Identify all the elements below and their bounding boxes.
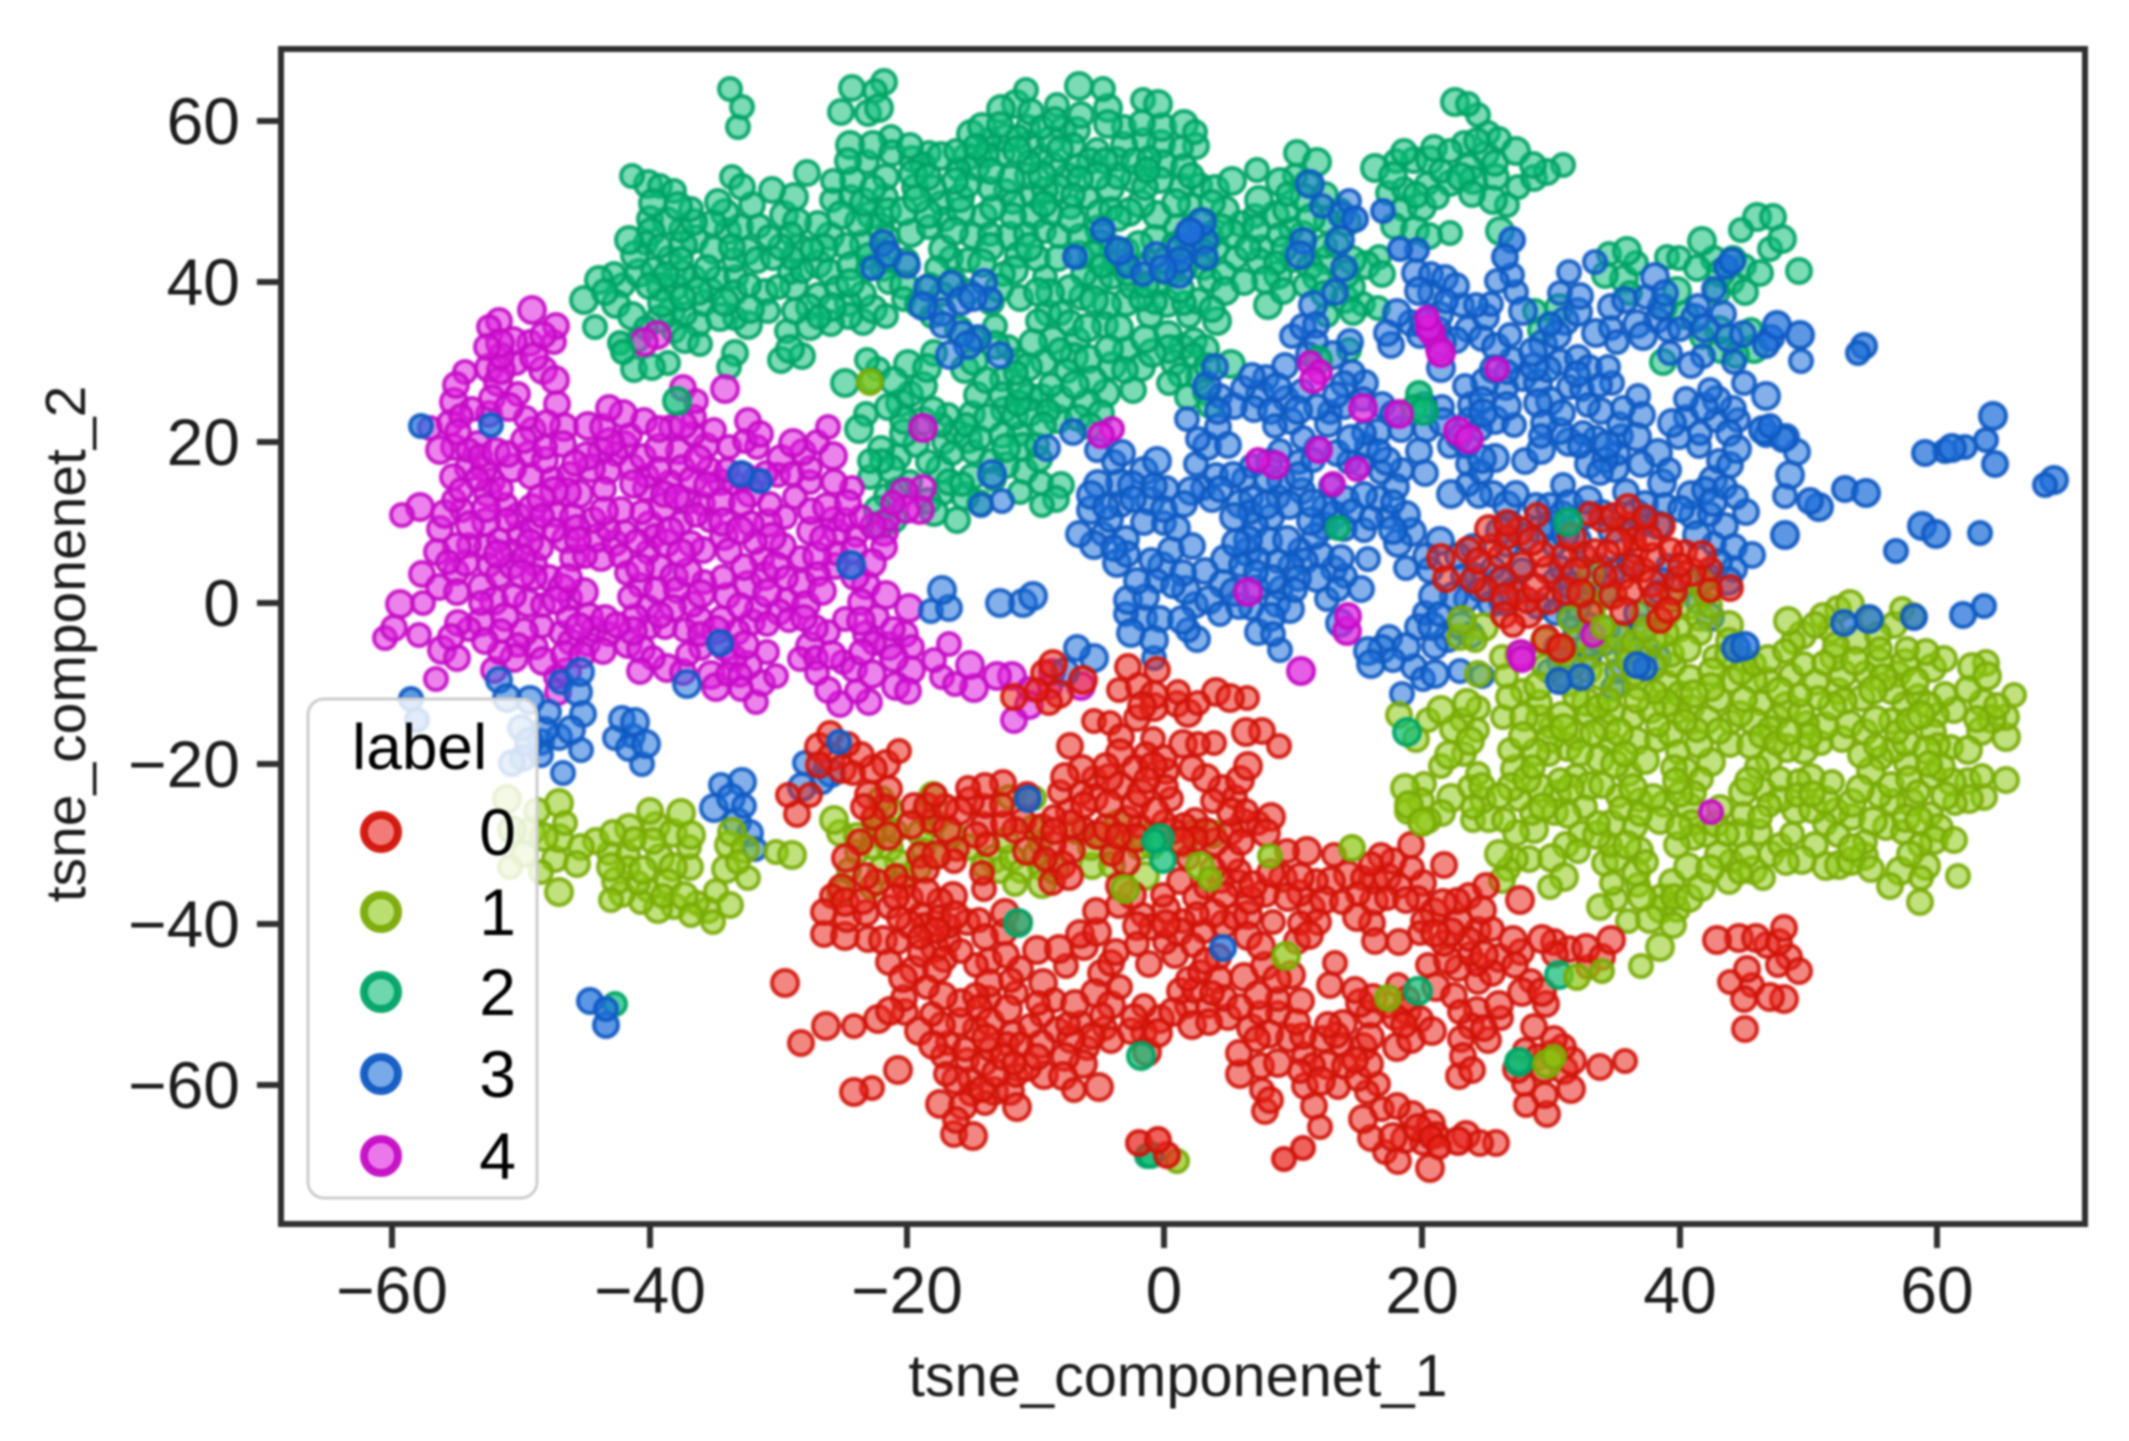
svg-text:40: 40: [1643, 1253, 1716, 1327]
svg-text:−20: −20: [851, 1253, 963, 1327]
svg-text:20: 20: [1385, 1253, 1458, 1327]
svg-text:tsne_componenet_1: tsne_componenet_1: [908, 1342, 1447, 1409]
svg-text:0: 0: [479, 795, 516, 869]
svg-text:−60: −60: [336, 1253, 448, 1327]
svg-text:−20: −20: [128, 727, 240, 801]
svg-text:4: 4: [479, 1119, 516, 1193]
svg-text:3: 3: [479, 1037, 516, 1111]
svg-text:0: 0: [203, 566, 240, 640]
svg-text:20: 20: [167, 405, 240, 479]
svg-text:−60: −60: [128, 1048, 240, 1122]
svg-text:40: 40: [167, 245, 240, 319]
svg-text:60: 60: [167, 84, 240, 158]
svg-text:60: 60: [1900, 1253, 1973, 1327]
svg-text:0: 0: [1146, 1253, 1183, 1327]
svg-text:1: 1: [479, 875, 516, 949]
svg-text:label: label: [352, 711, 487, 783]
svg-text:−40: −40: [128, 887, 240, 961]
svg-text:−40: −40: [594, 1253, 706, 1327]
svg-text:tsne_componenet_2: tsne_componenet_2: [34, 386, 98, 903]
svg-text:2: 2: [479, 955, 516, 1029]
